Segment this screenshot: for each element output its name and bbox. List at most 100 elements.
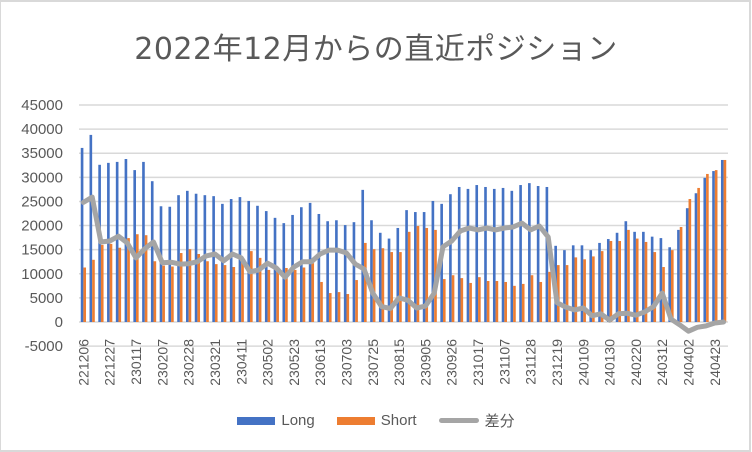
bar-short [486,281,490,322]
bar-short [670,250,674,322]
bar-short [706,173,709,322]
bar-short [346,294,350,322]
bar-short [258,257,262,322]
bar-short [223,265,227,322]
bar-short [478,277,481,322]
bar-long [449,194,452,322]
bar-long [475,185,479,322]
bar-short [539,281,543,322]
bar-short [136,234,139,322]
bar-short [679,227,683,322]
bar-short [320,281,323,322]
bar-long [466,188,470,322]
x-tick-label: 221227 [102,339,118,386]
bar-short [399,252,402,322]
bar-long [589,250,593,322]
x-tick-label: 230905 [417,339,433,386]
bar-short [513,285,516,322]
bar-short [697,187,700,322]
bar-long [212,196,215,322]
bar-short [285,267,288,322]
series-short-bars [83,159,727,322]
x-tick-label: 230815 [391,339,407,386]
legend-label-diff: 差分 [484,413,515,430]
bar-short [241,261,244,322]
bar-short [250,251,253,322]
bar-long [703,177,707,322]
bar-long [545,186,549,322]
bar-long [536,186,540,322]
y-tick-label: 15000 [21,242,63,259]
bar-short [451,275,455,322]
bar-short [214,264,218,322]
bar-long [484,186,487,322]
bar-short [592,256,595,322]
bar-short [171,266,174,322]
bar-short [653,252,657,322]
legend-label-long: Long [281,412,315,429]
bar-short [109,243,113,322]
y-tick-label: 5000 [30,290,63,307]
bar-short [644,241,648,322]
bar-long [457,186,461,322]
chart-title: 2022年12月からの直近ポジション [134,32,618,67]
bar-long [492,188,496,322]
bar-short [381,248,385,322]
bar-long [378,232,382,322]
x-tick-label: 230703 [338,339,354,386]
legend: Long Short 差分 [0,410,752,431]
bar-short [495,281,499,322]
bar-short [118,247,122,322]
x-tick-label: 230613 [312,339,328,386]
bar-long [396,227,400,322]
bar-short [442,279,446,322]
bar-long [343,225,347,322]
x-tick-label: 221206 [75,339,91,386]
bar-short [416,226,420,322]
bar-long [694,193,698,322]
bar-long [414,212,417,322]
x-tick-label: 230725 [365,339,381,386]
bar-short [600,251,604,322]
series-diff-line [80,194,727,334]
bar-short [574,257,578,322]
bar-short [618,240,622,322]
bar-short [293,269,297,322]
bar-long [668,247,671,322]
legend-swatch-diff [438,418,479,423]
bar-long [352,222,356,322]
bar-long [431,200,435,322]
x-tick-label: 230502 [260,339,276,386]
x-tick-label: 230411 [233,339,249,385]
bar-long [326,221,329,322]
bar-long [659,238,663,322]
bar-long [720,159,724,322]
bar-long [150,181,154,322]
y-tick-label: -5000 [25,338,63,355]
bar-short [723,159,727,322]
bar-short [372,249,376,322]
x-tick-label: 231128 [523,339,539,385]
x-tick-label: 240312 [654,339,670,386]
bar-short [425,227,429,322]
bar-long [624,221,628,322]
bar-long [606,239,610,322]
x-tick-label: 230117 [128,339,144,385]
bar-short [144,235,148,322]
bar-long [510,190,514,322]
bar-long [335,220,338,322]
bar-short [688,199,692,322]
bar-short [302,267,306,322]
bar-short [328,293,332,322]
bar-long [89,134,93,322]
bar-short [127,238,130,322]
bar-long [563,250,566,322]
x-tick-label: 230523 [286,339,302,386]
bar-short [100,244,104,322]
bar-long [185,190,189,322]
x-tick-label: 231017 [470,339,486,386]
x-tick-label: 231107 [496,339,512,385]
x-tick-label: 230926 [444,339,460,386]
y-tick-labels: -5000 0 5000 10000 15000 20000 25000 30000 35000… [21,97,63,355]
bar-long [677,229,680,322]
